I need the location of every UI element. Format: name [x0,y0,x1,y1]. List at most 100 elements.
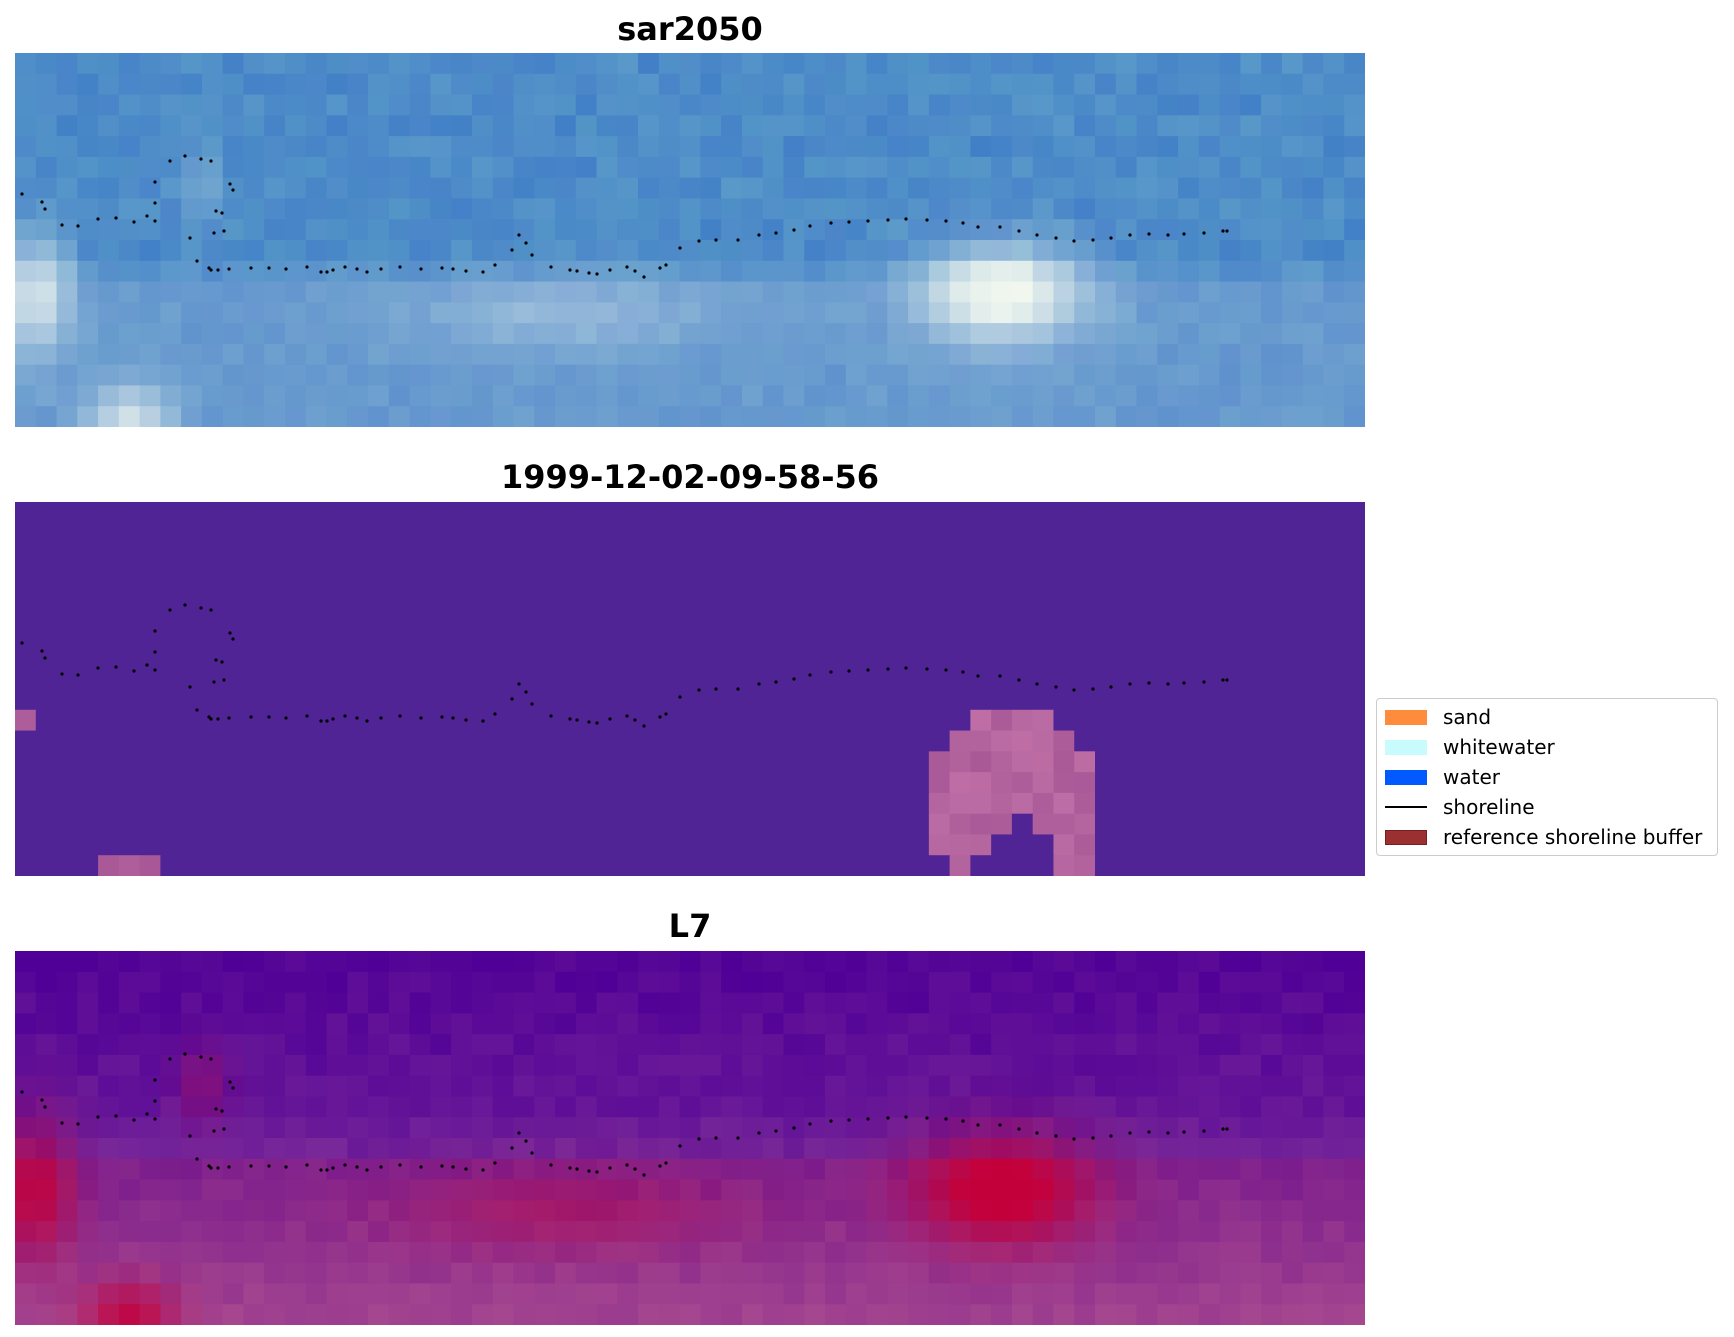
rgb-pixel [1344,115,1365,137]
class-pixel [741,834,764,856]
rgb-pixel [326,177,348,200]
index-pixel [15,1283,37,1305]
rgb-pixel [243,385,265,407]
index-pixel [679,1096,701,1118]
rgb-pixel [700,343,722,366]
class-pixel [700,626,722,649]
rgb-pixel [430,385,452,407]
index-pixel [1136,971,1158,994]
index-pixel [1136,1158,1158,1181]
class-pixel [139,626,161,649]
rgb-pixel [638,198,660,220]
index-pixel [451,992,473,1014]
class-pixel [368,792,390,815]
rgb-pixel [1219,323,1241,345]
class-pixel [866,605,888,628]
rgb-pixel [1053,364,1075,387]
rgb-pixel [949,156,971,179]
class-pixel [1219,647,1241,669]
rgb-pixel [492,343,515,366]
class-pixel [1053,564,1075,586]
class-pixel [513,585,535,607]
rgb-pixel [160,323,182,345]
rgb-pixel [513,385,535,407]
class-pixel [492,855,515,876]
class-pixel [825,647,847,669]
reference-buffer-swatch [1385,829,1427,845]
rgb-pixel [201,156,224,179]
rgb-pixel [222,302,245,324]
index-pixel [1198,1013,1221,1035]
class-pixel [534,585,556,607]
shoreline-point [319,270,323,274]
class-pixel [928,522,951,545]
rgb-pixel [679,343,701,366]
index-pixel [471,1200,494,1222]
shoreline-point [1091,687,1095,691]
class-pixel [970,605,992,628]
index-pixel [409,1117,431,1139]
index-pixel [700,1138,722,1160]
index-pixel [181,971,203,994]
index-pixel [928,1096,951,1118]
shoreline-point [305,1163,309,1167]
class-pixel [264,689,286,711]
index-pixel [222,1034,245,1056]
rgb-pixel [970,406,992,427]
class-pixel [118,668,141,690]
index-pixel [285,971,307,994]
rgb-pixel [409,240,431,262]
class-pixel [98,564,120,586]
class-pixel [866,813,888,836]
rgb-pixel [492,281,515,303]
class-pixel [617,647,639,669]
index-pixel [1198,1054,1221,1077]
class-pixel [845,792,868,815]
class-pixel [1198,772,1221,794]
class-pixel [409,522,431,545]
rgb-pixel [783,53,805,75]
class-pixel [222,792,245,815]
rgb-pixel [430,260,452,283]
index-pixel [15,1241,37,1264]
rgb-pixel [1219,73,1241,96]
shoreline-point [998,225,1002,229]
index-pixel [285,1013,307,1035]
index-pixel [596,1075,618,1098]
rgb-pixel [555,53,577,75]
class-pixel [1032,689,1055,711]
class-pixel [1323,792,1345,815]
index-pixel [762,992,785,1014]
class-pixel [1178,668,1200,690]
class-pixel [804,522,826,545]
rgb-pixel [1198,177,1221,200]
index-pixel [118,971,141,994]
class-pixel [1178,751,1200,773]
class-pixel [285,668,307,690]
index-pixel [160,951,182,973]
index-pixel [970,1034,992,1056]
class-pixel [1136,730,1158,752]
rgb-pixel [1011,115,1034,137]
class-pixel [77,709,99,732]
rgb-pixel [160,302,182,324]
class-pixel [15,751,37,773]
shoreline-point [866,1117,870,1121]
rgb-pixel [1219,156,1241,179]
class-pixel [596,564,618,586]
shoreline-point [549,265,553,269]
rgb-pixel [264,198,286,220]
class-pixel [160,543,182,565]
index-pixel [77,1054,99,1077]
index-pixel [347,1117,369,1139]
index-pixel [679,1241,701,1264]
index-pixel [1219,971,1241,994]
rgb-pixel [1115,219,1138,241]
shoreline-point [633,1167,637,1171]
index-pixel [1323,1283,1345,1305]
index-pixel [409,1034,431,1056]
index-pixel [1344,1221,1365,1243]
rgb-pixel [347,177,369,200]
index-pixel [866,951,888,973]
index-pixel [285,1075,307,1098]
